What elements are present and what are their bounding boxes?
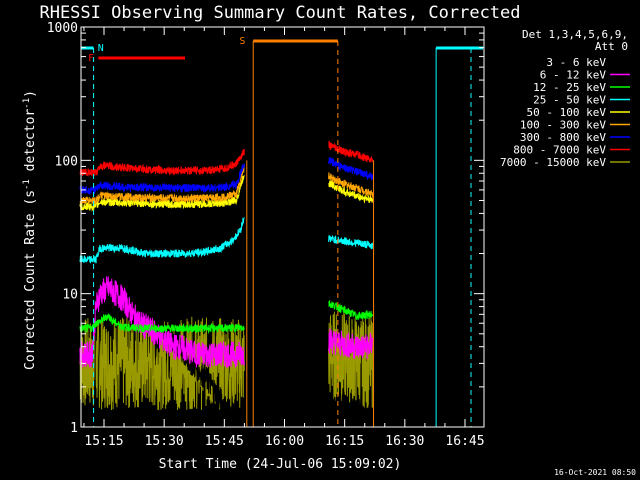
legend-label-0: 3 - 6 keV <box>546 56 606 69</box>
x-axis-label: Start Time (24-Jul-06 15:09:02) <box>159 457 402 472</box>
night-label: N <box>98 43 104 54</box>
legend-label-1: 6 - 12 keV <box>540 69 607 82</box>
x-tick-label: 15:15 <box>84 434 123 449</box>
series-line-1-25-50keV <box>79 216 245 264</box>
series-line-2-300-800keV <box>328 157 374 181</box>
x-tick-label: 16:45 <box>445 434 484 449</box>
series-line-1-100-300keV <box>79 164 245 205</box>
series-line-1-7000-15000keV <box>79 316 245 411</box>
chart-title: RHESSI Observing Summary Count Rates, Co… <box>39 3 520 23</box>
series-line-2-3-6keV <box>328 391 373 428</box>
x-tick-label: 16:15 <box>325 434 364 449</box>
legend-label-3: 25 - 50 keV <box>533 94 606 107</box>
series-line-1-6-12keV <box>79 276 245 368</box>
legend-label-7: 800 - 7000 keV <box>513 144 606 157</box>
x-tick-label: 15:45 <box>205 434 244 449</box>
legend-label-4: 50 - 100 keV <box>527 106 607 119</box>
y-tick-label: 1000 <box>47 21 78 36</box>
x-tick-label: 15:30 <box>145 434 184 449</box>
legend-label-5: 100 - 300 keV <box>520 119 606 132</box>
series-line-2-800-7000keV <box>328 140 374 163</box>
y-tick-label: 1 <box>70 421 78 436</box>
series-layer <box>79 140 374 428</box>
saa-label: S <box>239 36 245 47</box>
legend-label-8: 7000 - 15000 keV <box>500 156 606 169</box>
x-tick-label: 16:30 <box>385 434 424 449</box>
axis-layer: 15:15 15:30 15:45 16:00 16:15 16:30 16:45 1 10 10… <box>47 21 485 449</box>
series-line-2-100-300keV <box>328 172 374 198</box>
legend-label-2: 12 - 25 keV <box>533 81 606 94</box>
series-line-2-12-25keV <box>328 300 374 320</box>
x-tick-label: 16:00 <box>265 434 304 449</box>
series-line-2-7000-15000keV <box>328 311 374 409</box>
y-axis-label: Corrected Count Rate (s-1 detector-1) <box>22 90 38 370</box>
series-line-2-6-12keV <box>328 328 374 360</box>
series-line-1-300-800keV <box>79 163 245 196</box>
series-line-1-800-7000keV <box>79 149 245 177</box>
series-line-1-12-25keV <box>79 312 245 335</box>
legend-header-1: Det 1,3,4,5,6,9, <box>522 28 628 41</box>
series-line-2-50-100keV <box>328 180 374 204</box>
plot-frame <box>80 26 485 428</box>
footer-date: 16-Oct-2021 08:50 <box>554 468 636 477</box>
y-tick-label: 100 <box>55 154 78 169</box>
series-line-1-50-100keV <box>79 175 245 212</box>
plot-area: NF S <box>79 36 483 428</box>
y-tick-label: 10 <box>62 288 78 303</box>
legend-header-2: Att 0 <box>595 40 628 53</box>
legend-label-6: 300 - 800 keV <box>520 131 606 144</box>
flare-label: F <box>88 53 94 64</box>
series-line-2-25-50keV <box>328 235 374 250</box>
